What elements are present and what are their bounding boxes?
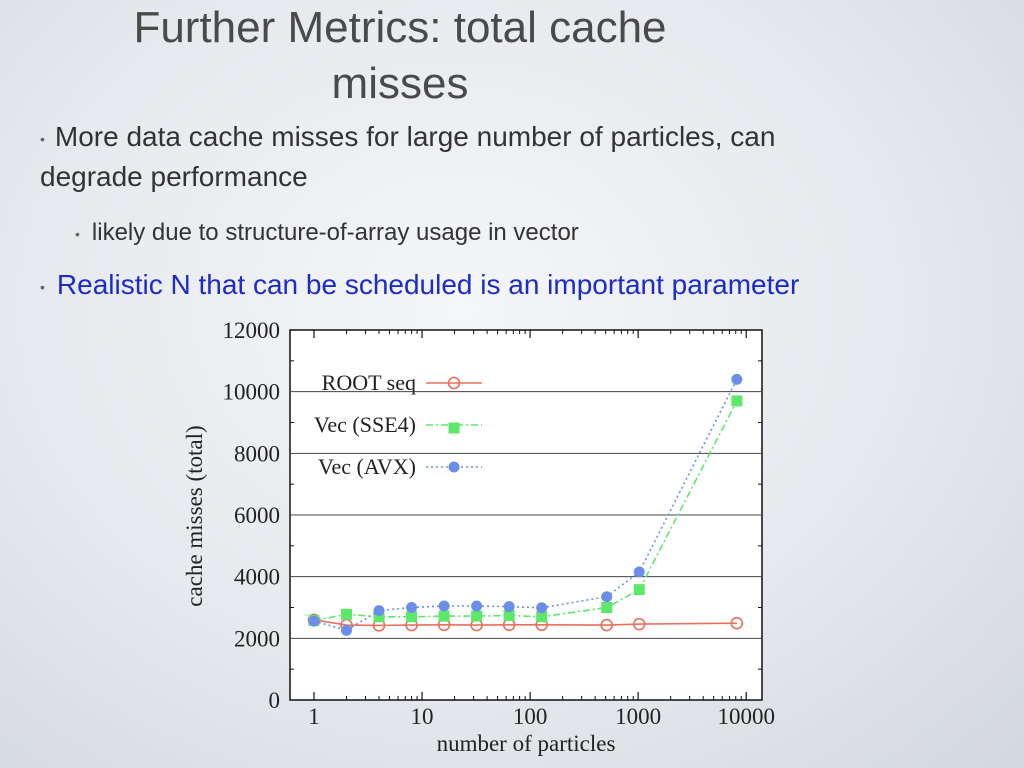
data-point bbox=[438, 600, 450, 612]
data-point bbox=[536, 611, 548, 623]
y-tick-label: 2000 bbox=[234, 626, 280, 651]
x-axis-label: number of particles bbox=[437, 731, 616, 756]
data-point bbox=[373, 611, 385, 623]
title-line-2: misses bbox=[331, 59, 469, 108]
data-point bbox=[438, 610, 450, 622]
legend-label: ROOT seq bbox=[322, 370, 416, 395]
bullet-1-line-1: More data cache misses for large number … bbox=[54, 121, 776, 152]
y-tick-label: 4000 bbox=[234, 565, 280, 590]
series-line bbox=[313, 400, 738, 622]
data-point bbox=[308, 615, 320, 627]
bullet-2-text: Realistic N that can be scheduled is an … bbox=[56, 269, 800, 300]
data-point bbox=[503, 610, 515, 622]
sub-bullet-text: likely due to structure-of-array usage i… bbox=[91, 219, 579, 246]
bullet-dot: • bbox=[40, 278, 45, 295]
data-point bbox=[373, 605, 385, 617]
data-point bbox=[731, 373, 743, 385]
data-point bbox=[341, 608, 353, 620]
y-tick-label: 8000 bbox=[234, 441, 280, 466]
series-layer bbox=[307, 373, 744, 636]
data-point bbox=[601, 602, 613, 613]
data-point bbox=[633, 566, 645, 578]
y-axis-label: cache misses (total) bbox=[182, 425, 207, 606]
bullet-2: • Realistic N that can be scheduled is an… bbox=[40, 266, 799, 306]
y-tick-label: 10000 bbox=[223, 380, 281, 405]
slide-title: Further Metrics: total cache misses bbox=[0, 0, 800, 112]
data-point bbox=[632, 617, 646, 631]
axis-ticks: 0 2000 4000 6000 8000 10000 12000 1 10 100 1000 100… bbox=[223, 318, 775, 729]
legend-label: Vec (SSE4) bbox=[314, 412, 416, 437]
data-point bbox=[536, 602, 548, 614]
series-2 bbox=[308, 373, 743, 636]
data-point bbox=[503, 601, 515, 613]
title-line-1: Further Metrics: total cache bbox=[133, 3, 667, 52]
y-tick-label: 12000 bbox=[223, 318, 281, 343]
bullet-dot: • bbox=[75, 225, 80, 242]
series-line bbox=[313, 619, 737, 627]
x-tick-label: 1 bbox=[308, 704, 320, 729]
data-point bbox=[730, 616, 744, 630]
legend-marker bbox=[447, 376, 461, 390]
data-point bbox=[471, 600, 483, 612]
sub-bullet: • likely due to structure-of-array usage … bbox=[75, 214, 579, 253]
data-point bbox=[600, 618, 614, 632]
bullet-1: • More data cache misses for large number… bbox=[40, 118, 940, 196]
x-tick-label: 10 bbox=[411, 704, 434, 729]
y-tick-label: 0 bbox=[269, 688, 281, 713]
bullet-1-line-2: degrade performance bbox=[40, 160, 308, 192]
bullet-dot: • bbox=[40, 130, 45, 147]
x-tick-label: 1000 bbox=[615, 704, 661, 729]
data-point bbox=[601, 591, 613, 603]
data-point bbox=[471, 610, 483, 622]
data-point bbox=[406, 611, 418, 623]
legend-marker bbox=[448, 422, 460, 434]
data-point bbox=[406, 602, 418, 613]
y-tick-label: 6000 bbox=[234, 503, 280, 528]
data-point bbox=[633, 584, 645, 596]
x-tick-label: 10000 bbox=[717, 704, 775, 729]
data-point bbox=[731, 395, 743, 407]
x-tick-label: 100 bbox=[513, 704, 548, 729]
legend-label: Vec (AVX) bbox=[318, 454, 416, 479]
grid-lines bbox=[290, 391, 762, 639]
legend-marker bbox=[448, 461, 460, 473]
data-point bbox=[341, 624, 353, 636]
legend: ROOT seq Vec (SSE4) Vec (AVX) bbox=[314, 370, 482, 479]
